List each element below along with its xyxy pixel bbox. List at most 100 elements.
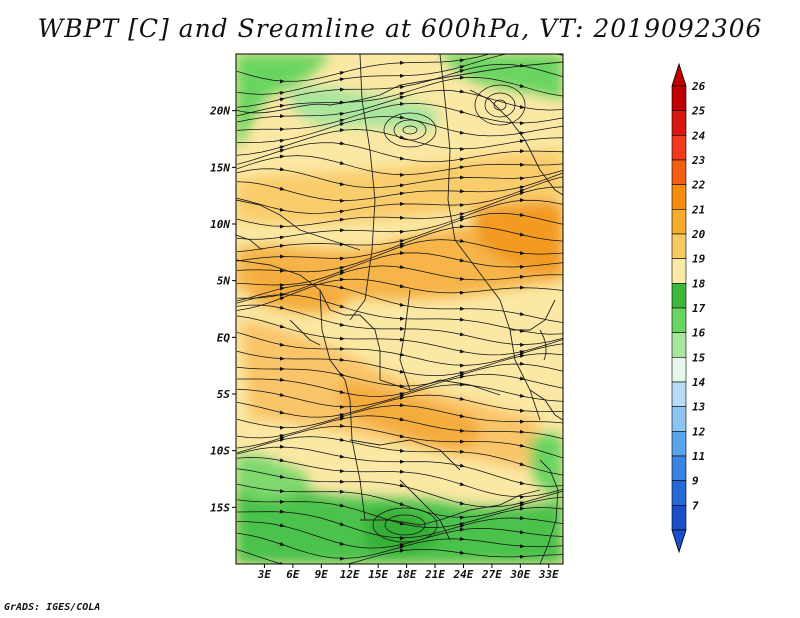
streamline [236,239,563,273]
flow-arrow [339,198,345,203]
flow-arrow [519,361,525,366]
flow-arrow [399,469,405,474]
flow-arrow [339,271,345,276]
map-title: WBPT [C] and Sreamline at 600hPa, VT: 20… [37,14,763,43]
flow-arrow [399,92,405,96]
flow-arrow [399,101,405,106]
flow-arrow [279,186,285,191]
streamline [236,116,563,143]
warm-core-east [470,195,563,275]
flow-arrow [339,161,345,165]
flow-arrow [459,439,465,444]
flow-arrow [399,239,405,244]
colorbar-label: 9 [692,475,699,488]
flow-arrow [459,203,465,208]
flow-arrow [519,443,525,448]
flow-arrow [519,328,525,333]
lon-label: 6E [286,568,300,581]
flow-arrow [339,128,345,133]
colorbar-label: 12 [692,425,706,438]
flow-arrow [459,218,465,222]
flow-arrow [279,342,285,347]
streamline [236,294,563,335]
flow-arrow [339,100,345,105]
flow-arrow [519,481,525,486]
warm-band-north-2 [236,150,563,224]
colorbar-label: 17 [692,302,706,315]
flow-arrow [279,542,285,546]
flow-arrow [459,463,465,468]
flow-arrow [459,109,465,114]
flow-arrow [459,130,465,135]
vortex-south [372,507,438,543]
streamline [236,315,563,356]
colorbar-swatch [671,505,687,531]
flow-arrow [459,428,465,433]
streamline [236,226,563,262]
streamline [236,129,563,156]
footer-credit: GrADS: IGES/COLA [4,602,101,613]
flow-arrow [459,363,465,368]
flow-arrow [459,290,465,295]
flow-arrow [339,182,345,187]
flow-arrow [459,306,465,311]
colorbar-swatch [671,110,687,136]
flow-arrow [279,286,285,291]
colorbar-swatch [671,233,687,259]
flow-arrow [279,114,285,119]
flow-arrow [339,346,345,351]
warm-core-south [340,380,481,450]
lon-label: 15E [368,568,388,581]
streamline [236,63,563,108]
flow-arrow [399,536,405,541]
flow-arrow [519,83,525,88]
streamline [236,363,563,387]
flow-arrow [399,337,405,342]
flow-arrow [339,285,345,290]
flow-arrow [279,523,285,528]
streamline [236,499,563,528]
flow-arrow [339,541,345,546]
flow-arrow [519,516,525,521]
flow-arrow [519,274,525,279]
flow-arrow [519,429,525,434]
flow-arrow [519,506,525,511]
flow-arrow [399,244,405,249]
lon-label: 21E [424,568,445,581]
colorbar-label: 11 [692,450,705,463]
lon-label: 24E [453,568,474,581]
streamline [236,155,563,176]
flow-arrow [339,479,345,484]
streamline [236,278,563,311]
flow-arrow [399,191,405,196]
flow-arrow [399,201,405,206]
streamline [236,457,563,497]
flow-arrow [339,503,345,508]
flow-arrow [399,403,405,408]
streamline [236,168,563,188]
flow-arrow [339,522,345,526]
flow-arrow [519,139,525,144]
colorbar-swatch [671,455,687,481]
lon-label: 12E [340,568,360,581]
flow-arrow [459,317,465,322]
flow-arrow [519,63,525,68]
lat-label: 15N [210,161,230,174]
colorbar-swatch [671,159,687,185]
streamlines [236,54,563,564]
flow-arrow [399,521,405,526]
flow-arrow [339,228,345,233]
flow-arrow [519,176,525,181]
colorbar-label: 15 [692,351,706,364]
flow-arrow [519,544,525,549]
colorbar-label: 16 [692,327,706,340]
flow-arrow [279,145,285,150]
temperature-field [236,54,563,564]
flow-arrow [459,332,465,337]
flow-arrow [399,316,405,321]
flow-arrow [399,85,405,90]
green-south-light [236,453,309,500]
green-north-west [236,54,330,150]
flow-arrow [519,285,525,290]
colorbar-swatch [671,381,687,407]
